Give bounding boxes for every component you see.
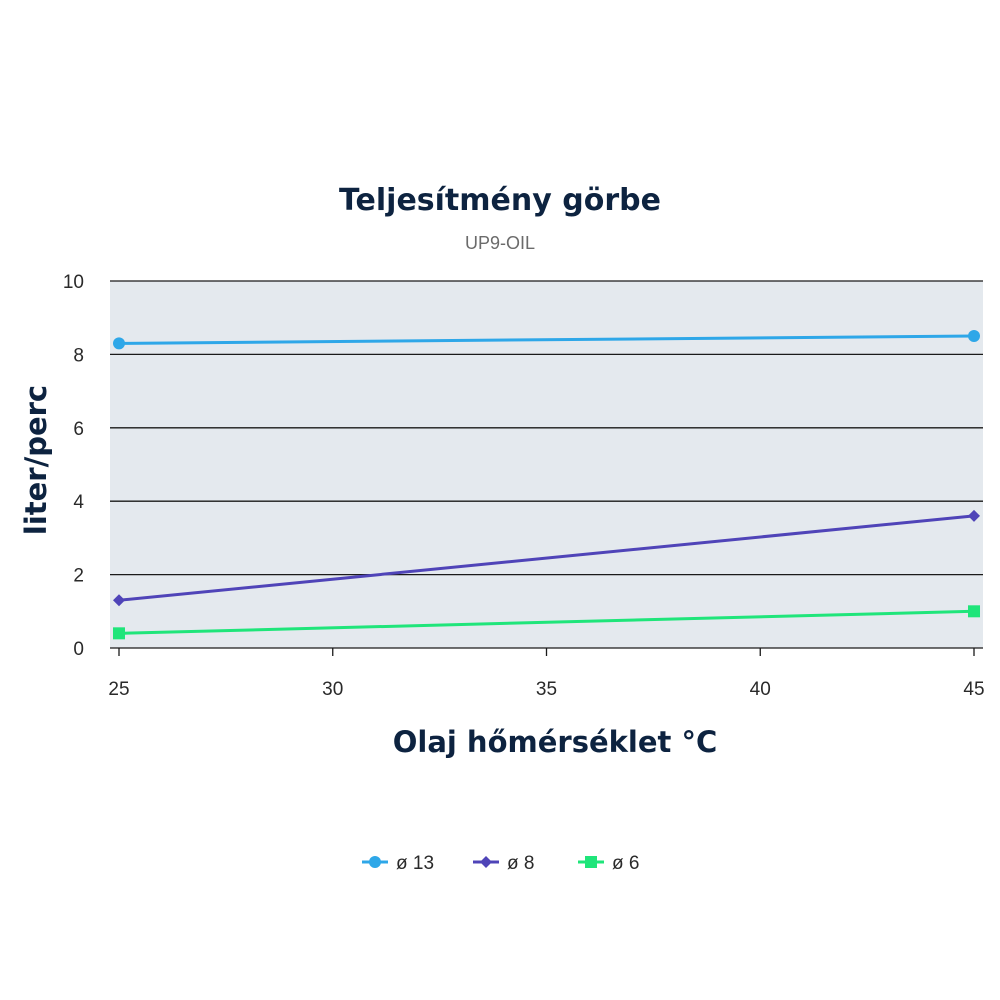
x-axis-title: Olaj hőmérséklet °C	[393, 725, 718, 759]
series-line	[118, 334, 975, 345]
chart-title: Teljesítmény görbe	[339, 183, 661, 218]
data-point	[113, 337, 125, 350]
chart-subtitle: UP9-OIL	[465, 233, 535, 253]
legend-item-1: ø 8	[473, 853, 534, 874]
legend: ø 13 ø 8 ø 6	[362, 853, 639, 874]
data-point	[968, 605, 980, 618]
y-tick-label: 10	[63, 272, 84, 293]
data-point	[968, 509, 980, 522]
series-line	[118, 514, 975, 602]
y-tick-label: 8	[73, 345, 84, 366]
series-2	[113, 605, 980, 640]
x-tick-label: 40	[750, 679, 771, 700]
series-1	[113, 509, 980, 607]
legend-marker	[369, 856, 381, 868]
series-0	[113, 330, 980, 350]
legend-label: ø 13	[396, 853, 434, 874]
data-point	[113, 627, 125, 640]
legend-item-0: ø 13	[362, 853, 434, 874]
data-point	[968, 330, 980, 343]
y-tick-label: 6	[73, 419, 84, 440]
y-tick-label: 0	[73, 639, 84, 660]
y-axis-title: liter/perc	[19, 385, 53, 535]
y-tick-label: 2	[73, 566, 84, 587]
x-tick-label: 25	[108, 679, 129, 700]
y-tick-label: 4	[73, 492, 84, 513]
axes: 0 2 4 6 8 10 25 30 35 40 45	[63, 272, 985, 700]
legend-marker	[585, 856, 597, 868]
legend-marker	[480, 856, 492, 868]
legend-item-2: ø 6	[578, 853, 639, 874]
x-tick-label: 30	[322, 679, 343, 700]
series-line	[118, 609, 975, 635]
grid-lines	[110, 280, 983, 649]
series-layer	[113, 330, 980, 640]
x-tick-label: 45	[963, 679, 984, 700]
x-tick-label: 35	[536, 679, 557, 700]
legend-label: ø 6	[612, 853, 639, 874]
legend-label: ø 8	[507, 853, 534, 874]
data-point	[113, 594, 125, 607]
